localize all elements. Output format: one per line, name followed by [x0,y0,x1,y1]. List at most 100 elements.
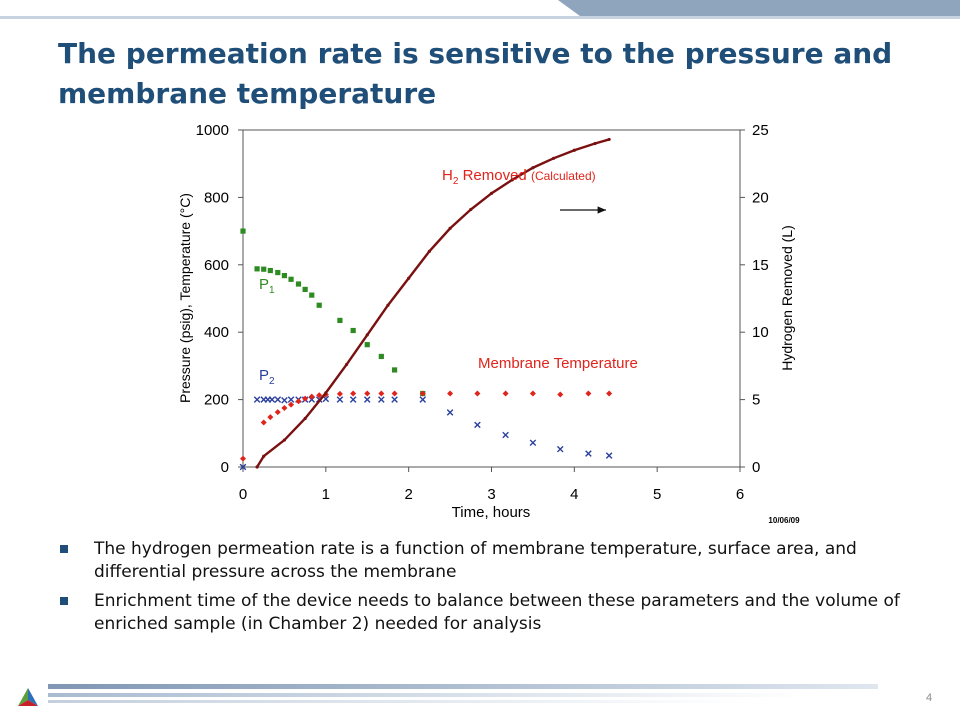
temperature-point [281,405,288,412]
y2-axis-label: Hydrogen Removed (L) [779,225,795,371]
p2-point-stroke [363,396,371,403]
p2-point-stroke [274,396,282,403]
x-axis-label: Time, hours [452,504,531,521]
p2-point-stroke [322,395,330,403]
h2-removed-line [256,138,610,468]
temperature-point [336,390,343,397]
p2-label: P2 [259,367,275,387]
temperature-point [419,390,426,397]
p2-point [556,445,564,453]
p2-point-stroke [446,409,454,416]
y-tick-label: 400 [204,324,229,341]
p2-point [446,409,454,416]
p2-point-stroke [308,396,316,403]
p1-point [288,276,294,282]
p2-label-subscript: 2 [269,376,275,387]
temperature-point [316,392,323,399]
h2-removed-point [262,454,266,458]
temperature-point [557,391,564,398]
x-tick-label: 2 [404,486,412,503]
y-tick-label: 800 [204,189,229,206]
h2-removed-point [552,156,556,160]
p1-point [350,327,356,334]
temperature-point [240,455,246,462]
y-tick-label: 600 [204,257,229,274]
h2-removed-label: H2 Removed (Calculated) [442,167,596,187]
p1-point [364,342,370,348]
p2-point [336,396,344,403]
p2-point-stroke [253,396,261,403]
p2-point [605,452,613,459]
h2-removed-point [255,465,259,469]
p2-point [274,396,282,403]
p1-point [302,286,308,293]
bullet-list: The hydrogen permeation rate is a functi… [60,538,910,642]
h2-removed-point [324,391,328,395]
bullet-square-icon [60,545,68,553]
p2-point [474,421,481,429]
temperature-point [474,390,481,397]
logo-icon [18,688,38,706]
p2-point-stroke [419,396,427,403]
y2-tick-label: 5 [752,392,760,409]
temperature-point [274,409,281,416]
p2-point-stroke [556,445,564,453]
x-tick-label: 6 [736,486,744,503]
bullet-item-1: The hydrogen permeation rate is a functi… [60,538,910,584]
p2-point-stroke [268,396,276,403]
temperature-point [267,414,274,421]
temperature-point [529,390,536,397]
p2-point-stroke [391,396,398,403]
bullet-text-1: The hydrogen permeation rate is a functi… [94,539,857,582]
temperature-point [391,390,398,397]
p1-point [281,272,288,279]
y-axis-label: Pressure (psig), Temperature (°C) [177,193,193,403]
p2-point [281,396,288,404]
x-tick-label: 4 [570,486,578,503]
p2-point [363,396,371,403]
p2-point [378,396,385,403]
h2-removed-point [593,141,597,146]
p1-point [295,281,302,287]
h2-removed-point [365,333,369,337]
h2-removed-point [344,362,349,367]
chart-labels: Time, hours Pressure (psig), Temperature … [177,167,800,525]
h2-removed-point [531,166,535,170]
p2-point-stroke [287,396,295,403]
p2-point-stroke [281,396,288,404]
p2-point-stroke [349,396,357,403]
p1-point [254,266,260,272]
y2-tick-label: 20 [752,189,769,206]
p1-point [378,353,384,360]
p2-point-stroke [605,452,613,459]
y2-tick-label: 0 [752,459,760,476]
temperature-point [364,390,371,397]
temperature-point [260,419,267,426]
h2-removed-point [489,191,494,195]
h2-label-subscript: 2 [453,176,459,187]
footer-decoration [48,684,878,708]
p1-point [316,302,322,308]
p2-point [268,396,276,403]
temperature-point [308,393,315,400]
temperature-point [350,390,357,397]
p2-point [419,396,427,403]
p2-point-stroke [336,396,344,403]
p2-point-stroke [474,421,481,429]
p1-point [267,267,273,274]
temperature-point [295,398,302,405]
p1-point [275,269,281,276]
h2-removed-point [572,148,576,152]
p1-point [391,367,398,373]
bullet-item-2: Enrichment time of the device needs to b… [60,590,910,636]
p2-point [253,396,261,403]
bullet-text-2: Enrichment time of the device needs to b… [94,591,900,634]
p1-label: P1 [259,276,275,296]
p1-point [261,266,267,272]
p2-point [239,463,247,471]
y2-tick-label: 10 [752,324,769,341]
h2-removed-point [407,276,411,280]
temperature-point [447,390,454,397]
